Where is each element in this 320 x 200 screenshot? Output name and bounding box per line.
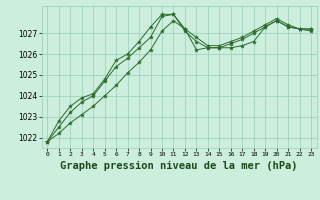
X-axis label: Graphe pression niveau de la mer (hPa): Graphe pression niveau de la mer (hPa)	[60, 161, 298, 171]
